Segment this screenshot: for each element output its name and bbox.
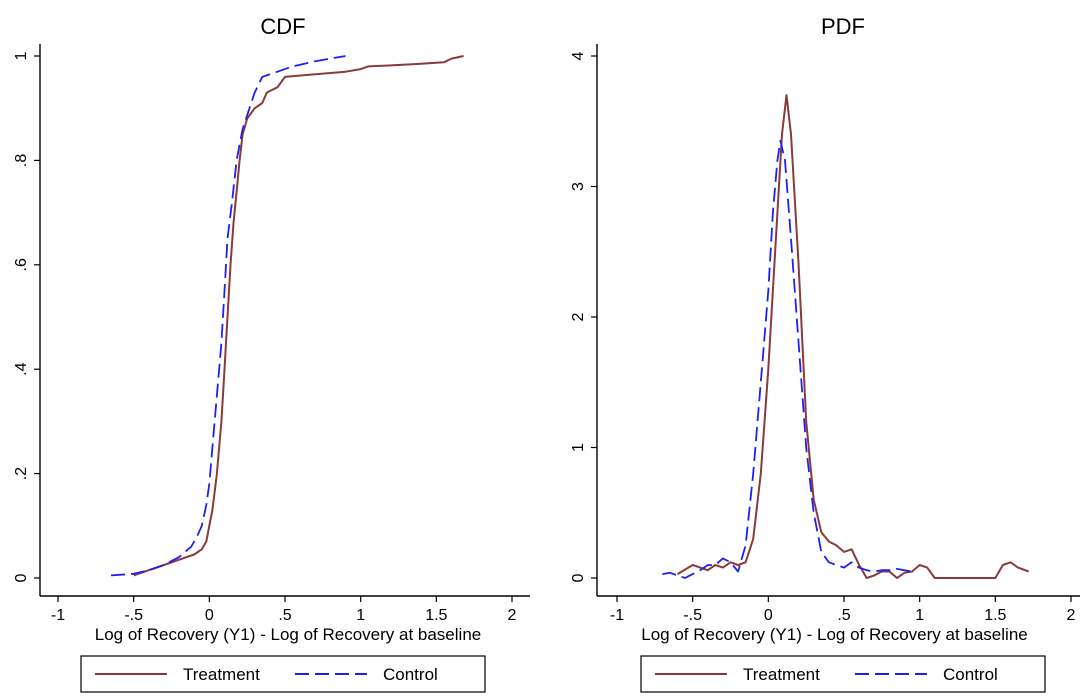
cdf-y-tick-label: 0 [13,573,30,582]
pdf-x-tick-label: -.5 [683,607,702,624]
cdf-x-tick-label: 1.5 [425,607,447,624]
pdf-title: PDF [821,14,865,39]
pdf-x-axis-title: Log of Recovery (Y1) - Log of Recovery a… [641,625,1027,644]
pdf-x-tick-label: 1 [915,607,924,624]
cdf-title: CDF [260,14,305,39]
cdf-y-tick-label: .8 [13,154,30,167]
pdf-y-tick-label: 3 [570,182,587,191]
cdf-legend-label-control: Control [383,665,438,684]
cdf-treatment-line [133,55,464,577]
cdf-x-tick-label: 1 [356,607,365,624]
cdf-x-tick-label: -1 [51,607,65,624]
pdf-y-tick-label: 2 [570,312,587,321]
pdf-y-tick-label: 0 [570,573,587,582]
cdf-control-line [110,55,346,577]
pdf-x-tick-label: 1.5 [984,607,1006,624]
cdf-y-tick-label: .6 [13,258,30,271]
cdf-x-axis-title: Log of Recovery (Y1) - Log of Recovery a… [95,625,481,644]
cdf-legend-label-treatment: Treatment [183,665,260,684]
pdf-x-tick-label: .5 [837,607,850,624]
pdf-treatment-line [676,94,1029,579]
pdf-x-tick-label: 0 [764,607,773,624]
cdf-y-tick-label: .4 [13,362,30,375]
pdf-y-tick-label: 1 [570,443,587,452]
pdf-y-tick-label: 4 [570,51,587,60]
pdf-legend-label-treatment: Treatment [743,665,820,684]
pdf-control-line [662,139,913,579]
pdf-panel: PDF -1 -.5 0 .5 1 1.5 2 0 1 2 3 4 Log of Recovery (Y… [570,14,1080,693]
pdf-x-tick-label: 2 [1067,607,1076,624]
cdf-x-tick-label: -.5 [124,607,143,624]
cdf-x-tick-label: 2 [508,607,517,624]
cdf-x-tick-label: 0 [205,607,214,624]
cdf-y-tick-label: .2 [13,467,30,480]
cdf-x-tick-label: .5 [278,607,291,624]
pdf-legend-label-control: Control [943,665,998,684]
pdf-x-tick-label: -1 [610,607,624,624]
cdf-y-tick-label: 1 [13,51,30,60]
